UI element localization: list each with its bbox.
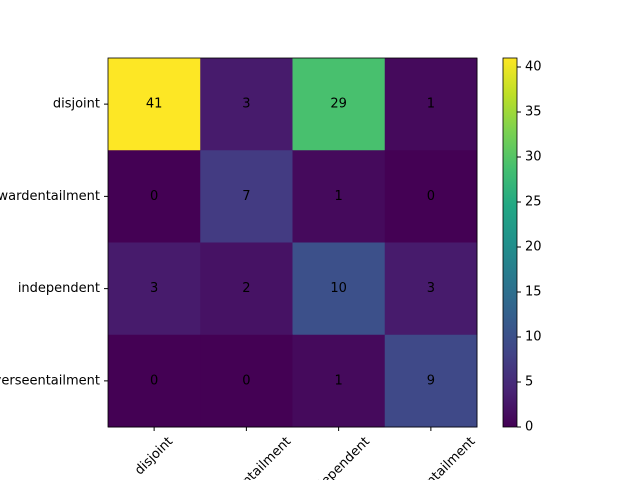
colorbar — [502, 57, 518, 428]
colorbar-tick-label: 35 — [525, 105, 542, 120]
cell-label: 0 — [150, 189, 158, 204]
cell — [292, 58, 386, 151]
cell — [200, 334, 293, 428]
y-tick-label: disjoint — [53, 97, 100, 112]
cell-label: 2 — [242, 281, 250, 296]
cell — [384, 58, 478, 151]
cell — [200, 150, 293, 243]
cell — [108, 150, 201, 243]
x-tick-label: reverseentailment — [383, 434, 478, 480]
cell — [200, 242, 293, 336]
cell-label: 1 — [334, 373, 342, 388]
cell-label: 7 — [242, 189, 250, 204]
cell-label: 0 — [242, 373, 250, 388]
y-tick-label: independent — [18, 281, 100, 296]
colorbar-tick-label: 15 — [525, 285, 542, 300]
cell-label: 29 — [330, 97, 347, 112]
cell — [384, 150, 478, 243]
colorbar-tick-label: 5 — [525, 375, 533, 390]
x-tick-label: disjoint — [132, 434, 176, 478]
cell-label: 1 — [427, 97, 435, 112]
cell — [384, 242, 478, 336]
cell-label: 10 — [330, 281, 347, 296]
cell-label: 41 — [146, 97, 163, 112]
colorbar-tick-label: 10 — [525, 330, 542, 345]
cell-label: 3 — [242, 97, 250, 112]
cell — [292, 150, 386, 243]
cell — [108, 242, 201, 336]
colorbar-tick-label: 40 — [525, 60, 542, 75]
cell-label: 1 — [334, 189, 342, 204]
x-tick-label: forwardentailment — [199, 434, 295, 480]
cell-label: 3 — [150, 281, 158, 296]
cell — [292, 334, 386, 428]
cell-label: 3 — [427, 281, 435, 296]
cell — [108, 58, 201, 151]
cell — [292, 242, 386, 336]
cell-label: 0 — [427, 189, 435, 204]
cell — [200, 58, 293, 151]
colorbar-tick-label: 30 — [525, 150, 542, 165]
colorbar-tick-label: 0 — [525, 420, 533, 435]
colorbar-tick-label: 25 — [525, 195, 542, 210]
cell-label: 9 — [427, 373, 435, 388]
colorbar-tick-label: 20 — [525, 240, 542, 255]
cell — [108, 334, 201, 428]
frame — [107, 57, 478, 428]
y-tick-label: reverseentailment — [0, 373, 100, 388]
cell-label: 0 — [150, 373, 158, 388]
cell — [384, 334, 478, 428]
y-tick-label: forwardentailment — [0, 189, 100, 204]
x-tick-label: independent — [304, 434, 373, 480]
